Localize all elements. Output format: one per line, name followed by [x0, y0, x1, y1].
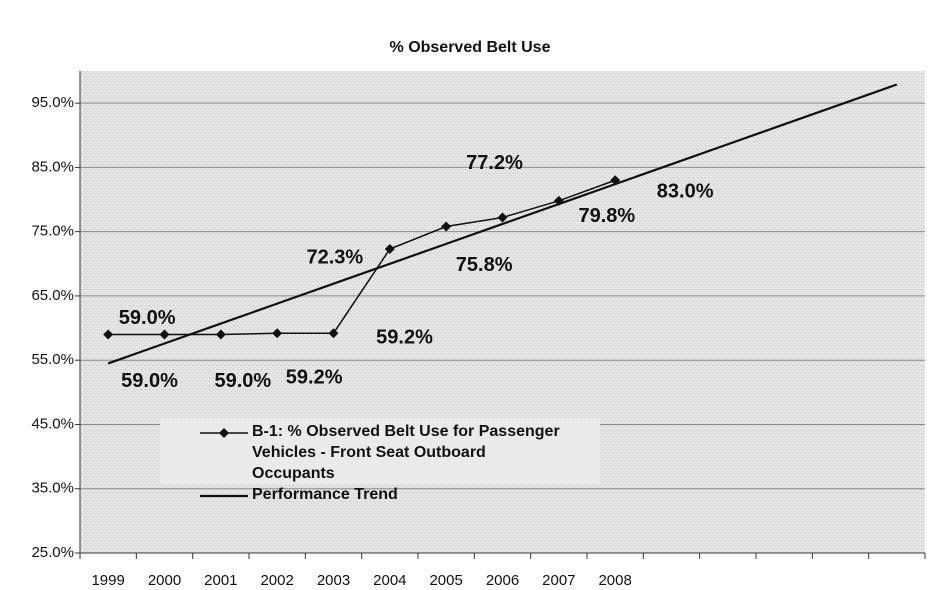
data-label: 75.8% — [456, 254, 513, 276]
data-label: 59.2% — [286, 366, 343, 388]
data-label: 79.8% — [578, 205, 635, 227]
y-tick-label: 25.0% — [31, 544, 74, 561]
data-point — [384, 244, 395, 255]
data-label: 59.0% — [214, 370, 271, 392]
y-tick-label: 55.0% — [31, 351, 74, 368]
data-point — [441, 221, 452, 232]
x-tick-label: 2008 — [598, 572, 631, 589]
data-point — [215, 329, 226, 340]
y-tick-label: 95.0% — [31, 94, 74, 111]
x-tick-label: 2007 — [542, 572, 575, 589]
y-tick-label: 45.0% — [31, 415, 74, 432]
y-tick-label: 85.0% — [31, 158, 74, 175]
chart-title: % Observed Belt Use — [390, 39, 551, 56]
x-tick-label: 2000 — [148, 572, 181, 589]
x-tick-label: 2001 — [204, 572, 237, 589]
data-label: 72.3% — [306, 246, 363, 268]
data-label: 59.2% — [376, 326, 433, 348]
y-tick-label: 75.0% — [31, 223, 74, 240]
legend-label: B-1: % Observed Belt Use for Passenger V… — [252, 423, 560, 482]
x-tick-label: 2006 — [486, 572, 519, 589]
y-tick-label: 65.0% — [31, 287, 74, 304]
x-tick-label: 2002 — [260, 572, 293, 589]
legend-label: Performance Trend — [252, 486, 398, 503]
series-line — [107, 83, 898, 365]
data-point — [328, 328, 339, 339]
legend-marker — [219, 428, 229, 438]
data-label: 59.0% — [119, 307, 176, 329]
x-tick-label: 1999 — [91, 572, 124, 589]
data-label: 83.0% — [657, 181, 714, 203]
data-label: 77.2% — [466, 152, 523, 174]
data-point — [497, 212, 508, 223]
x-tick-label: 2005 — [429, 572, 462, 589]
data-point — [159, 329, 170, 340]
x-tick-label: 2003 — [317, 572, 350, 589]
data-point — [103, 329, 114, 340]
data-point — [272, 328, 283, 339]
x-tick-label: 2004 — [373, 572, 406, 589]
y-tick-label: 35.0% — [31, 480, 74, 497]
data-label: 59.0% — [121, 370, 178, 392]
legend-box — [160, 418, 600, 484]
